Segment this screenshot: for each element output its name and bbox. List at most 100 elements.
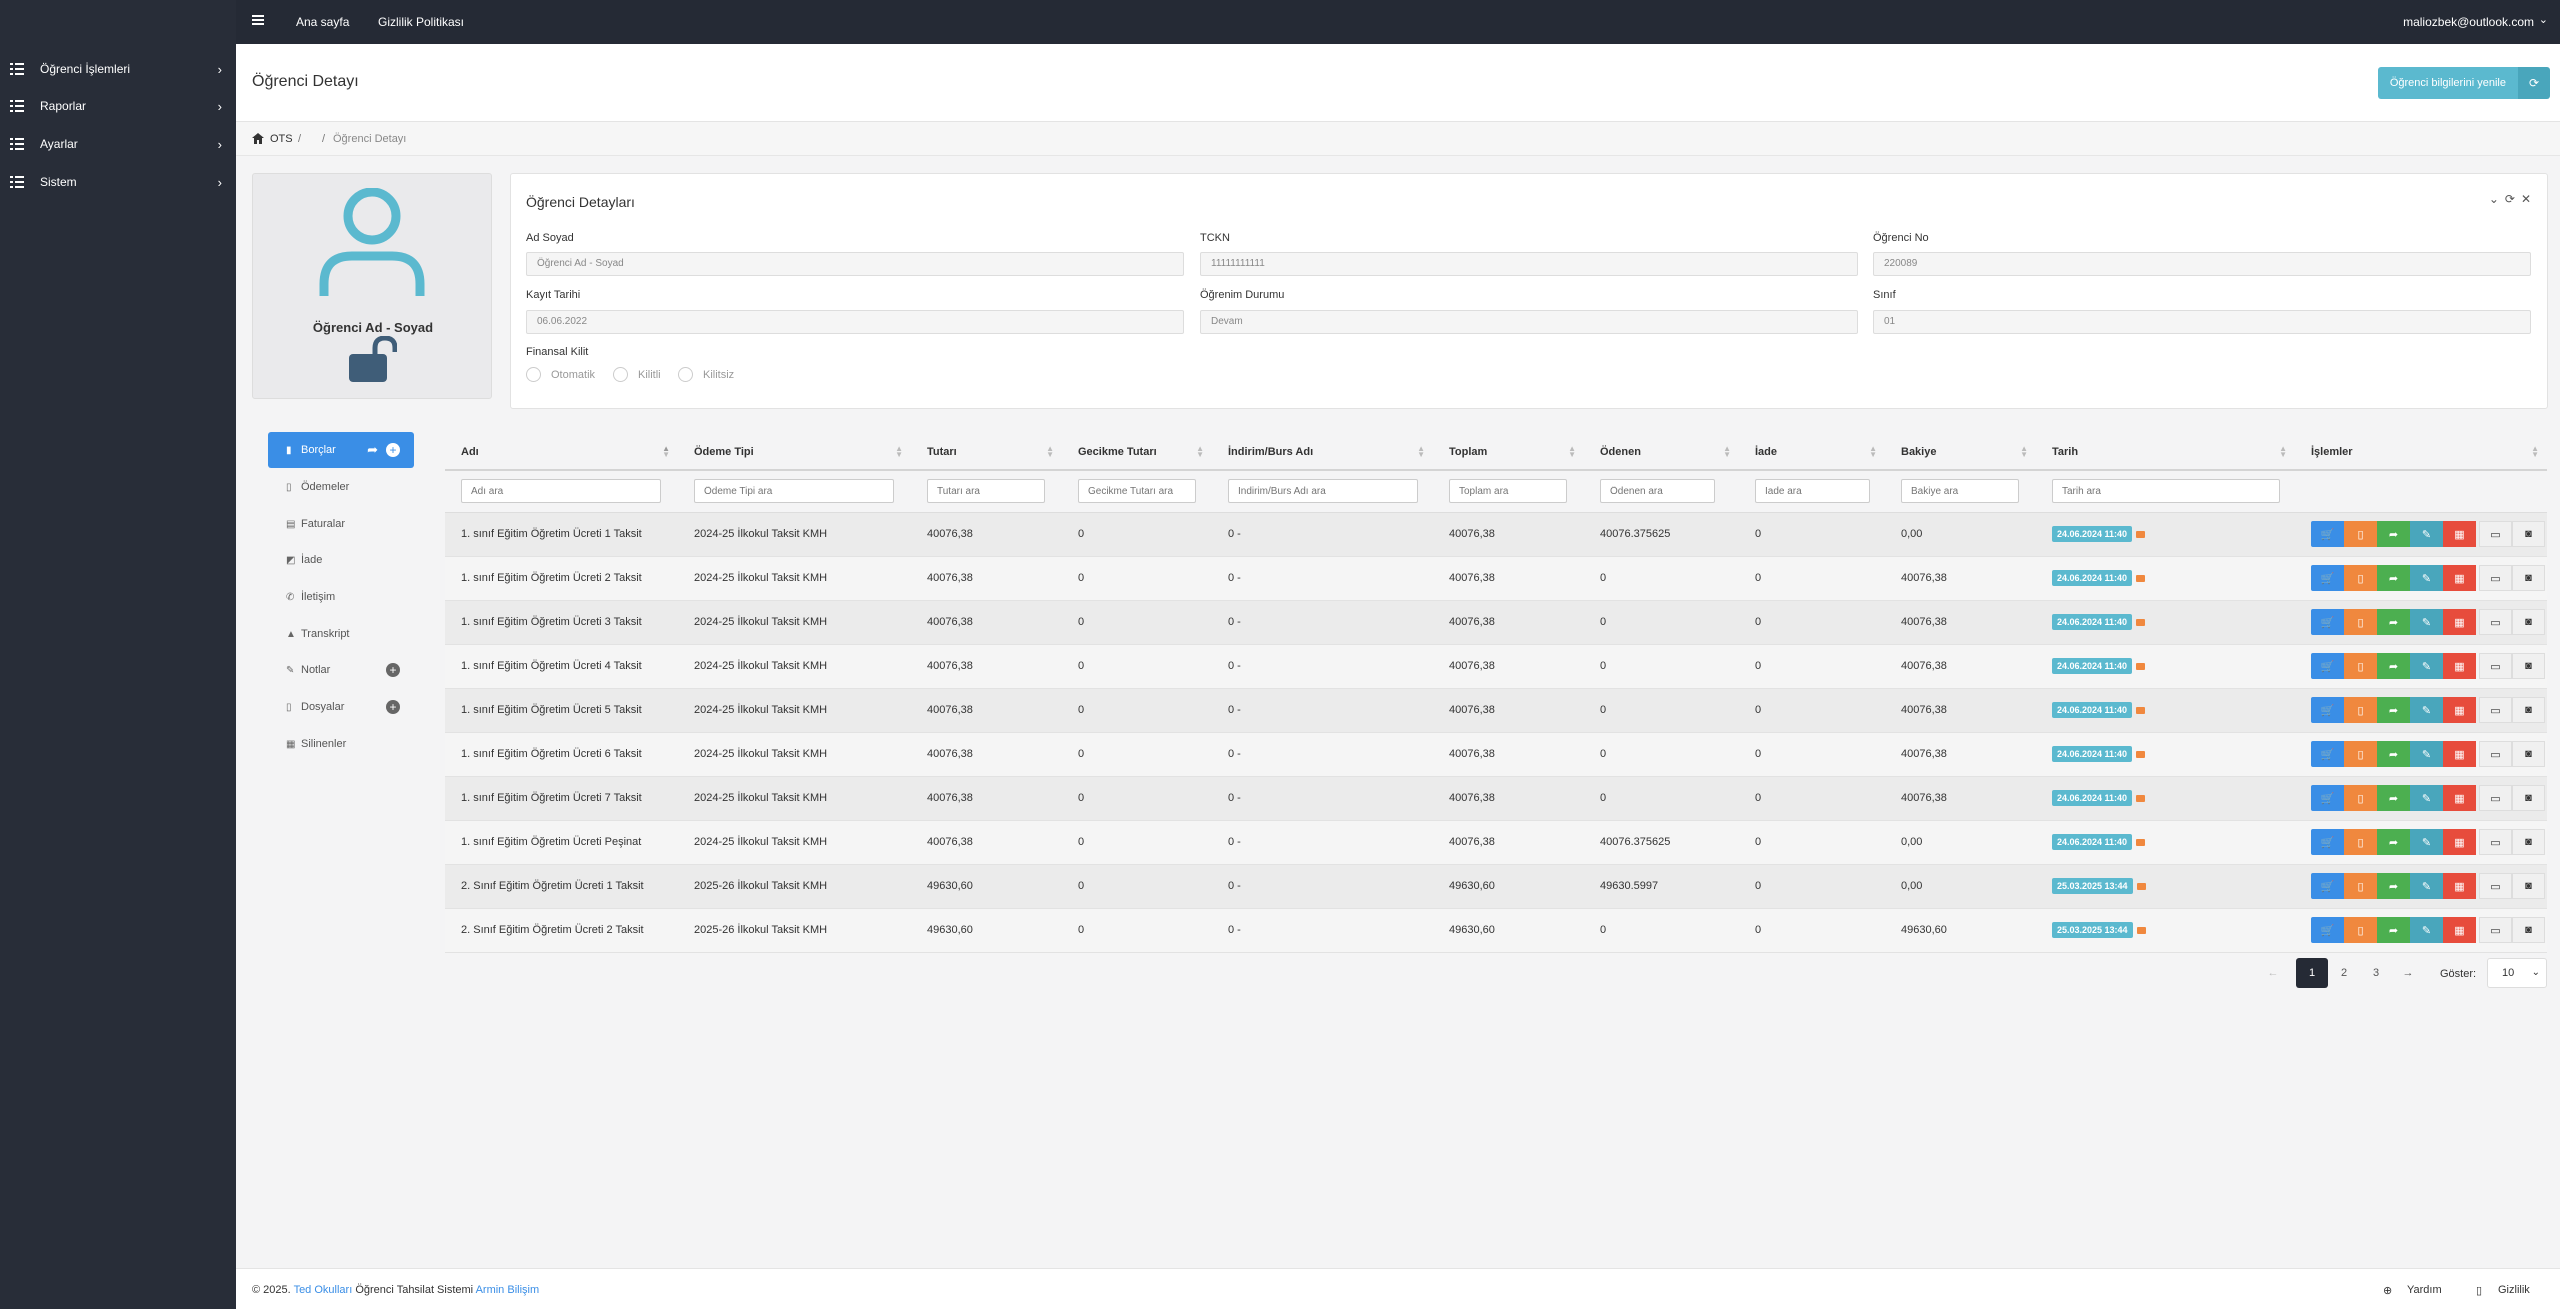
share-icon[interactable]: ➦ — [2377, 653, 2410, 679]
trash-icon[interactable]: ▦ — [2443, 829, 2476, 855]
breadcrumb-root[interactable]: OTS — [270, 133, 293, 145]
trash-icon[interactable]: ▦ — [2443, 521, 2476, 547]
document-icon[interactable]: ▯ — [2344, 785, 2377, 811]
share-icon[interactable]: ➦ — [2377, 785, 2410, 811]
sort-icon[interactable]: ▲ ▼ — [1723, 444, 1731, 459]
money-icon[interactable]: ◙ — [2512, 917, 2545, 943]
edit-icon[interactable]: ✎ — [2410, 873, 2443, 899]
money-icon[interactable]: ◙ — [2512, 521, 2545, 547]
footer-org-link[interactable]: Ted Okulları — [293, 1284, 353, 1296]
filter-input[interactable] — [1078, 479, 1196, 504]
money-icon[interactable]: ◙ — [2512, 565, 2545, 591]
filter-input[interactable] — [461, 479, 661, 504]
tab-dosyalar[interactable]: ▯ Dosyalar + — [268, 689, 414, 725]
column-header[interactable]: İndirim/Burs Adı ▲ ▼ — [1212, 434, 1433, 471]
money-icon[interactable]: ◙ — [2512, 697, 2545, 723]
money-icon[interactable]: ◙ — [2512, 653, 2545, 679]
radio-circle[interactable] — [678, 367, 693, 382]
nav-link-home[interactable]: Ana sayfa — [296, 15, 350, 29]
reload-icon[interactable]: ⟳ — [2504, 192, 2521, 206]
collapse-icon[interactable]: ⌄ — [2488, 192, 2505, 206]
sidebar-item-sistem[interactable]: Sistem › — [0, 164, 236, 200]
document-icon[interactable]: ▯ — [2476, 1285, 2483, 1297]
share-icon[interactable]: ➦ — [2377, 521, 2410, 547]
education-status-field[interactable]: Devam — [1200, 310, 1858, 334]
trash-icon[interactable]: ▦ — [2443, 565, 2476, 591]
sort-icon[interactable]: ▲ ▼ — [1417, 444, 1425, 459]
tab-iletisim[interactable]: ✆ İletişim — [268, 579, 414, 615]
cart-icon[interactable]: 🛒 — [2311, 873, 2344, 899]
filter-input[interactable] — [1449, 479, 1567, 504]
money-icon[interactable]: ◙ — [2512, 785, 2545, 811]
tab-transkript[interactable]: ▲ Transkript — [268, 616, 414, 652]
edit-icon[interactable]: ✎ — [2410, 565, 2443, 591]
add-circle-icon[interactable]: + — [386, 663, 400, 677]
help-icon[interactable]: ⊕ — [2383, 1285, 2393, 1297]
cart-icon[interactable]: 🛒 — [2311, 653, 2344, 679]
class-field[interactable]: 01 — [1873, 310, 2531, 334]
pagination-page-3[interactable]: 3 — [2372, 967, 2380, 979]
tckn-field[interactable]: 11111111111 — [1200, 252, 1858, 276]
credit-card-icon[interactable]: ▭ — [2479, 521, 2512, 547]
sort-icon[interactable]: ▲ ▼ — [2020, 444, 2028, 459]
edit-icon[interactable]: ✎ — [2410, 521, 2443, 547]
add-circle-icon[interactable]: + — [386, 700, 400, 714]
sort-icon[interactable]: ▲ ▼ — [662, 444, 670, 459]
share-icon[interactable]: ➦ — [2377, 565, 2410, 591]
filter-input[interactable] — [1600, 479, 1715, 504]
document-icon[interactable]: ▯ — [2344, 741, 2377, 767]
sort-icon[interactable]: ▲ ▼ — [2279, 444, 2287, 459]
edit-icon[interactable]: ✎ — [2410, 741, 2443, 767]
document-icon[interactable]: ▯ — [2344, 565, 2377, 591]
trash-icon[interactable]: ▦ — [2443, 873, 2476, 899]
table-row[interactable]: 2. Sınıf Eğitim Öğretim Ücreti 2 Taksit 2… — [445, 908, 2547, 953]
sort-icon[interactable]: ▲ ▼ — [1196, 444, 1204, 459]
column-header[interactable]: İade ▲ ▼ — [1739, 434, 1885, 471]
cart-icon[interactable]: 🛒 — [2311, 829, 2344, 855]
footer-help-link[interactable]: Yardım — [2407, 1284, 2442, 1296]
trash-icon[interactable]: ▦ — [2443, 609, 2476, 635]
credit-card-icon[interactable]: ▭ — [2479, 829, 2512, 855]
document-icon[interactable]: ▯ — [2344, 653, 2377, 679]
footer-company-link[interactable]: Armin Bilişim — [475, 1284, 540, 1296]
trash-icon[interactable]: ▦ — [2443, 653, 2476, 679]
share-icon[interactable]: ➦ — [2377, 741, 2410, 767]
money-icon[interactable]: ◙ — [2512, 873, 2545, 899]
hamburger-menu-icon[interactable] — [252, 14, 264, 26]
table-row[interactable]: 1. sınıf Eğitim Öğretim Ücreti 2 Taksit 2… — [445, 556, 2547, 601]
tab-borclar[interactable]: ▮ Borçlar ➦ + — [268, 432, 414, 468]
filter-input[interactable] — [1901, 479, 2019, 504]
tab-notlar[interactable]: ✎ Notlar + — [268, 652, 414, 688]
sort-icon[interactable]: ▲ ▼ — [895, 444, 903, 459]
column-header[interactable]: Tutarı ▲ ▼ — [911, 434, 1062, 471]
column-header[interactable]: İşlemler ▲ ▼ — [2295, 434, 2547, 471]
trash-icon[interactable]: ▦ — [2443, 741, 2476, 767]
tab-odemeler[interactable]: ▯ Ödemeler — [268, 469, 414, 505]
table-row[interactable]: 1. sınıf Eğitim Öğretim Ücreti 7 Taksit 2… — [445, 776, 2547, 821]
filter-input[interactable] — [694, 479, 894, 504]
column-header[interactable]: Bakiye ▲ ▼ — [1885, 434, 2036, 471]
sidebar-item-ayarlar[interactable]: Ayarlar › — [0, 126, 236, 162]
sidebar-item-ogrenci-islemleri[interactable]: Öğrenci İşlemleri › — [0, 51, 236, 87]
radio-circle[interactable] — [613, 367, 628, 382]
money-icon[interactable]: ◙ — [2512, 829, 2545, 855]
edit-icon[interactable]: ✎ — [2410, 829, 2443, 855]
credit-card-icon[interactable]: ▭ — [2479, 697, 2512, 723]
radio-kilitsiz[interactable]: Kilitsiz — [678, 367, 734, 382]
column-header[interactable]: Ödeme Tipi ▲ ▼ — [678, 434, 911, 471]
cart-icon[interactable]: 🛒 — [2311, 785, 2344, 811]
radio-circle[interactable] — [526, 367, 541, 382]
trash-icon[interactable]: ▦ — [2443, 917, 2476, 943]
radio-otomatik[interactable]: Otomatik — [526, 367, 595, 382]
registration-date-field[interactable]: 06.06.2022 — [526, 310, 1184, 334]
cart-icon[interactable]: 🛒 — [2311, 917, 2344, 943]
edit-icon[interactable]: ✎ — [2410, 917, 2443, 943]
user-menu[interactable]: maliozbek@outlook.com — [2403, 15, 2534, 29]
edit-icon[interactable]: ✎ — [2410, 697, 2443, 723]
chevron-down-icon[interactable]: ⌄ — [2538, 14, 2548, 26]
money-icon[interactable]: ◙ — [2512, 609, 2545, 635]
share-icon[interactable]: ➦ — [2377, 873, 2410, 899]
nav-link-privacy[interactable]: Gizlilik Politikası — [378, 15, 465, 29]
refresh-icon[interactable]: ⟳ — [2518, 67, 2550, 99]
pagination-page-2[interactable]: 2 — [2340, 967, 2348, 979]
